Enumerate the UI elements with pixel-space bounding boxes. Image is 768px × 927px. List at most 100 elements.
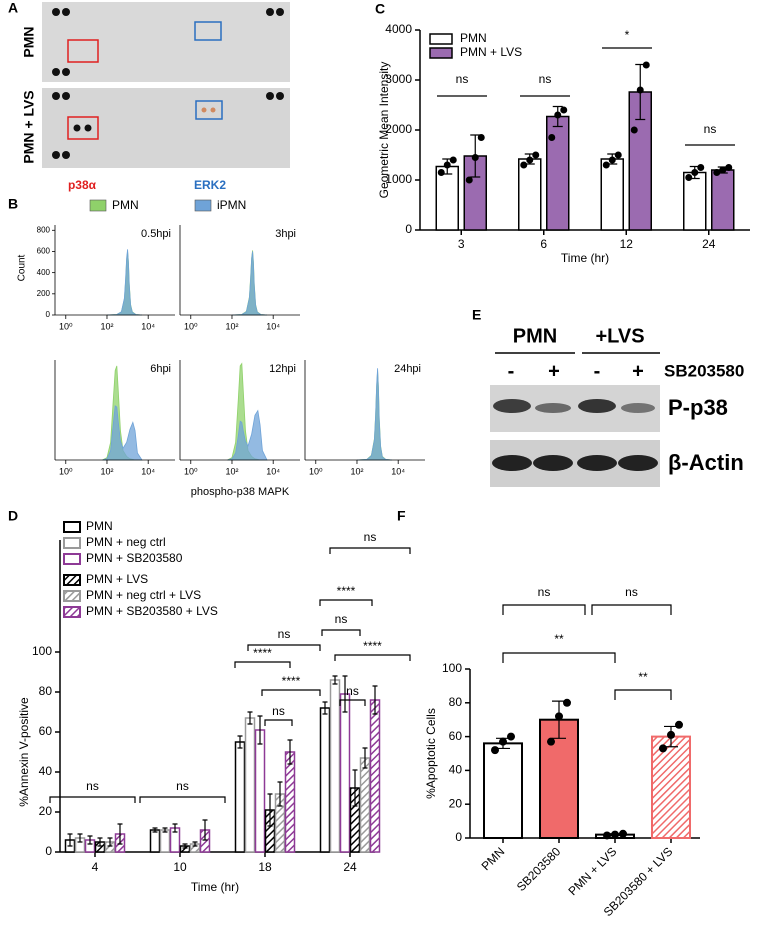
y-tick-label: 60 (39, 724, 53, 738)
data-point (608, 156, 616, 164)
x-tick-label: 3 (458, 237, 465, 251)
error-bar (257, 715, 263, 745)
legend-label: PMN + SB203580 (86, 551, 183, 565)
panel-label: D (8, 508, 18, 524)
x-tick-label: 10² (350, 466, 363, 476)
bar (359, 757, 371, 853)
data-point (520, 161, 528, 169)
x-tick-label: 10⁴ (141, 466, 155, 476)
data-point (603, 831, 611, 840)
x-tick-label: 10 (173, 860, 187, 874)
legend-label: PMN + LVS (86, 572, 148, 586)
x-tick-label: PMN + LVS (566, 844, 620, 898)
error-bar (67, 833, 73, 847)
error-bar (247, 711, 253, 725)
sig-label: ns (625, 585, 638, 599)
y-tick-label: 2000 (385, 122, 412, 136)
data-point (697, 164, 705, 171)
bar (711, 169, 735, 231)
sig-label: ns (335, 612, 348, 626)
data-point (507, 732, 515, 741)
legend-swatch (194, 199, 212, 212)
sig-label: ns (456, 72, 469, 86)
panel-label: B (8, 196, 18, 212)
bar (518, 158, 542, 231)
spot-label: ERK2 (194, 178, 226, 192)
data-point (555, 712, 563, 721)
legend-swatch (429, 47, 453, 59)
x-tick-label: 10⁴ (391, 466, 405, 476)
sig-label: ns (364, 530, 377, 544)
spot-label: p38α (68, 178, 97, 192)
legend-swatch (89, 199, 107, 212)
y-tick-label: 800 (37, 225, 51, 234)
bar (339, 693, 351, 853)
bar (244, 717, 256, 853)
sig-bracket (139, 796, 226, 803)
panel-label: C (375, 1, 385, 17)
data-point (642, 61, 650, 69)
error-bar (107, 837, 113, 847)
density-area (231, 251, 268, 316)
sig-label: ns (538, 585, 551, 599)
y-tick-label: 100 (32, 644, 52, 658)
data-point (611, 830, 619, 839)
sig-label: ns (272, 704, 285, 718)
sig-label: ns (278, 627, 291, 641)
sig-bracket (502, 604, 586, 615)
bands (492, 399, 658, 471)
error-bar (162, 827, 168, 833)
spots (52, 8, 284, 159)
data-point (675, 720, 683, 729)
box (67, 39, 99, 63)
spot (210, 107, 216, 113)
y-tick-label: 200 (37, 289, 51, 298)
sig-label: **** (337, 584, 356, 598)
error-bar (237, 735, 243, 749)
data-point (685, 174, 693, 181)
data-point (449, 156, 457, 164)
legend-swatch (63, 537, 81, 549)
x-tick-label: 10⁴ (266, 321, 280, 331)
error-bar (192, 841, 198, 847)
legend-swatch (63, 606, 81, 618)
error-bar (332, 675, 338, 685)
data-point (547, 737, 555, 746)
y-tick-label: 20 (39, 804, 53, 818)
y-tick-label: 0 (405, 222, 412, 236)
sig-bracket (264, 719, 293, 726)
blot-strip (42, 2, 290, 82)
sig-bracket (234, 661, 291, 668)
data-point (563, 698, 571, 707)
x-tick-label: PMN (479, 844, 508, 873)
data-point (554, 111, 562, 119)
error-bar (117, 823, 123, 845)
sig-bracket (502, 652, 616, 663)
legend-swatch (429, 33, 453, 45)
legend-label: PMN + LVS (460, 45, 522, 59)
data-point (499, 737, 507, 746)
legend-swatch (63, 590, 81, 602)
error-bar (267, 793, 273, 827)
data-point (437, 169, 445, 176)
error-bar (152, 827, 158, 833)
treatment-label: SB203580 (664, 361, 744, 380)
legend-label: PMN + neg ctrl (86, 535, 166, 549)
error-bar (342, 675, 348, 713)
group-label: +LVS (595, 325, 644, 347)
legend-label: iPMN (217, 198, 246, 212)
box (195, 100, 223, 120)
density-area (356, 368, 393, 461)
x-tick-label: 12 (620, 237, 634, 251)
y-tick-label: 3000 (385, 72, 412, 86)
y-tick-label: 80 (449, 695, 463, 709)
y-tick-label: 80 (39, 684, 53, 698)
error-bar (87, 835, 93, 845)
density-area (227, 409, 268, 461)
sig-label: ns (176, 779, 189, 793)
sig-bracket (591, 604, 672, 615)
sig-bracket (321, 629, 361, 636)
sig-label: ns (86, 779, 99, 793)
x-tick-label: 24 (702, 237, 716, 251)
